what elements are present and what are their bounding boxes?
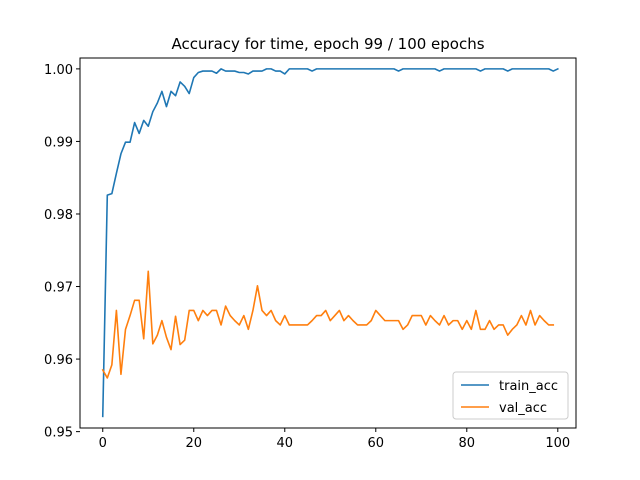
plot-frame	[79, 57, 577, 429]
chart-title: Accuracy for time, epoch 99 / 100 epochs	[171, 35, 484, 53]
y-axis: 0.95 0.96 0.97 0.98 0.99 1.00	[44, 63, 80, 441]
y-tick-label: 0.97	[44, 281, 73, 296]
y-tick-label: 0.95	[44, 426, 73, 441]
x-tick-label: 0	[99, 436, 107, 451]
y-tick-label: 0.96	[44, 353, 73, 368]
series-layer	[101, 67, 559, 418]
legend-label-val-acc: val_acc	[499, 401, 547, 416]
series-line-train-acc	[101, 67, 559, 418]
x-tick-label: 40	[276, 436, 293, 451]
series-line-val-acc	[101, 270, 555, 379]
x-tick-label: 60	[368, 436, 385, 451]
y-tick-label: 0.98	[44, 208, 73, 223]
y-tick-label: 1.00	[44, 63, 73, 78]
x-axis: 0 20 40 60 80 100	[99, 428, 570, 451]
legend-label-train-acc: train_acc	[499, 379, 558, 394]
x-tick-label: 20	[185, 436, 202, 451]
y-tick-label: 0.99	[44, 135, 73, 150]
x-tick-label: 80	[459, 436, 476, 451]
legend: train_acc val_acc	[452, 371, 569, 420]
x-tick-label: 100	[545, 436, 570, 451]
